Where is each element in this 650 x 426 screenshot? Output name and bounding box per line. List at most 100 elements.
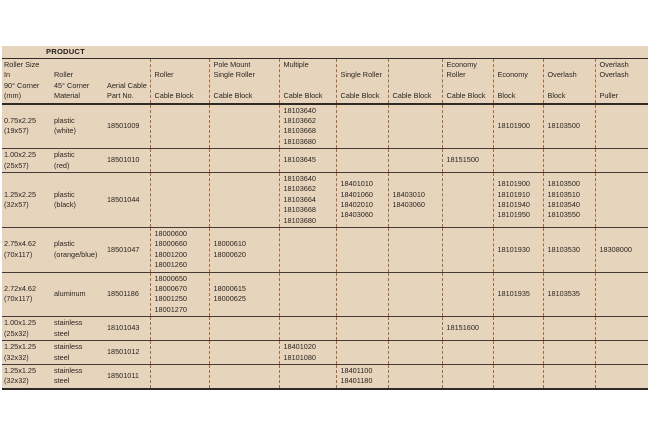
cell-size: 1.00x2.25 (25x57) [2,148,50,173]
header-line: Overlash [599,70,629,80]
table-row: 1.25x1.25 (32x32) stainless steel 18501012 18… [2,340,648,365]
cell-line: 18501011 [107,371,139,381]
header-line [498,60,542,70]
cell-line: 18151600 [446,323,479,333]
cell-line: 18103640 [283,105,316,115]
cell-line: 18401100 [340,365,373,375]
cell-line: 18103640 [283,174,316,183]
table-row: 1.00x1.25 (25x32) stainless steel 18101043 18… [2,316,648,342]
column-header-economy: Economy Block [492,59,543,105]
cell-cable-block [387,364,442,390]
cell-line: 18403010 [392,189,425,199]
header-line [393,81,441,91]
product-spec-table: PRODUCT Roller Size In 90° Corner (mm) Rolle… [2,46,648,390]
header-line: Economy [497,70,528,80]
header-line [107,70,149,80]
cell-cable-block [387,272,442,318]
header-line [284,70,335,80]
cell-line: 18101900 [497,121,530,131]
cell-line: 18103535 [547,289,580,299]
cell-aerial-cable: 18501186 [103,272,150,318]
header-line: Cable Block [340,91,380,101]
cell-size: 2.75x4.62 (70x117) [2,227,50,273]
cell-line: 18501012 [107,347,140,357]
cell-line: 18101940 [497,200,530,210]
cell-line: 18000670 [154,284,187,294]
cell-aerial-cable: 18501009 [103,103,150,150]
cell-economy-roller [441,364,493,390]
cell-overlash-puller [594,103,648,150]
cell-material: stainless steel [50,340,103,365]
header-line: Overlash [599,60,629,69]
table-row: 0.75x2.25 (19x57) plastic (white) 18501009 18… [2,103,648,150]
cell-line: 18501044 [107,194,140,204]
column-header-size: Roller Size In 90° Corner (mm) [2,59,50,105]
cell-material: stainless steel [50,316,103,342]
cell-aerial-cable: 18501012 [103,340,150,365]
header-line: Cable Block [213,91,253,101]
table-row: 2.75x4.62 (70x117) plastic (orange/blue) 185… [2,227,648,273]
cell-line: 2.72x4.62 [4,284,37,294]
cell-line: 1.25x1.25 [4,365,37,375]
cell-single-roller [335,103,388,150]
cell-single-roller: 18401010 18401060 18402010 18403060 [335,172,388,229]
cell-cable-block [387,103,442,150]
cell-line: stainless [54,318,83,328]
cell-size: 1.00x1.25 (25x32) [2,316,50,342]
cell-line: 18103662 [283,184,316,194]
cell-economy: 18101900 18101910 18101940 18101950 [492,172,543,229]
cell-single-roller [335,316,388,342]
cell-line: 0.75x2.25 [4,115,37,125]
column-header-roller: Roller Cable Block [149,59,209,105]
cell-aerial-cable: 18501047 [103,227,150,273]
header-line [155,81,208,91]
cell-roller: 18000650 18000670 18001250 18001270 [149,272,209,318]
cell-multiple: 18103645 [278,148,336,173]
cell-line: 18000620 [213,249,246,259]
cell-line: 18401060 [340,189,373,199]
cell-line: 18001270 [154,304,187,314]
header-line [548,81,594,91]
header-line: 45° Corner [54,80,90,90]
cell-line: 1.25x1.25 [4,342,37,352]
cell-pole-mount: 18000610 18000620 [208,227,279,273]
cell-pole-mount [208,340,279,365]
cell-pole-mount: 18000615 18000625 [208,272,279,318]
cell-single-roller [335,227,388,273]
cell-line: 18101043 [107,323,140,333]
cell-pole-mount [208,364,279,390]
column-header-overlash-puller: Overlash Overlash Puller [594,59,648,105]
cell-line: aluminum [54,289,86,299]
cell-material: plastic (red) [50,148,103,173]
table-header: Roller Size In 90° Corner (mm) Roller 45° Cor… [2,59,648,105]
cell-multiple: 18103640 18103662 18103664 18103668 18103680 [278,172,336,229]
column-header-multiple: Multiple Cable Block [278,59,336,105]
cell-line: 18001260 [154,260,187,270]
header-line [341,60,387,70]
cell-single-roller [335,272,388,318]
cell-line: 1.25x2.25 [4,189,37,199]
cell-line: 18103664 [283,194,316,204]
cell-economy-roller [441,272,493,318]
cell-line: (19x57) [4,126,29,136]
cell-line: 18101900 [497,179,530,189]
header-line [214,81,278,91]
column-header-material: Roller 45° Corner Material [50,59,103,105]
cell-line: 18103668 [283,126,316,136]
header-line: Part No. [107,91,134,101]
cell-line: 18103680 [283,215,316,225]
cell-economy: 18101900 [492,103,543,150]
spec-table: Roller Size In 90° Corner (mm) Roller 45° Cor… [2,59,648,390]
cell-line: 18000650 [154,273,187,283]
cell-line: (25x57) [4,160,29,170]
cell-single-roller [335,148,388,173]
header-line: Roller Size [4,60,40,69]
header-line [498,81,542,91]
cell-line: 18403060 [392,200,425,210]
cell-line: 18101910 [497,189,530,199]
header-line [393,60,441,70]
cell-line: 18403060 [340,210,373,220]
header-line: Aerial Cable [107,80,147,90]
header-line: Roller [154,70,174,80]
cell-line: (orange/blue) [54,249,98,259]
